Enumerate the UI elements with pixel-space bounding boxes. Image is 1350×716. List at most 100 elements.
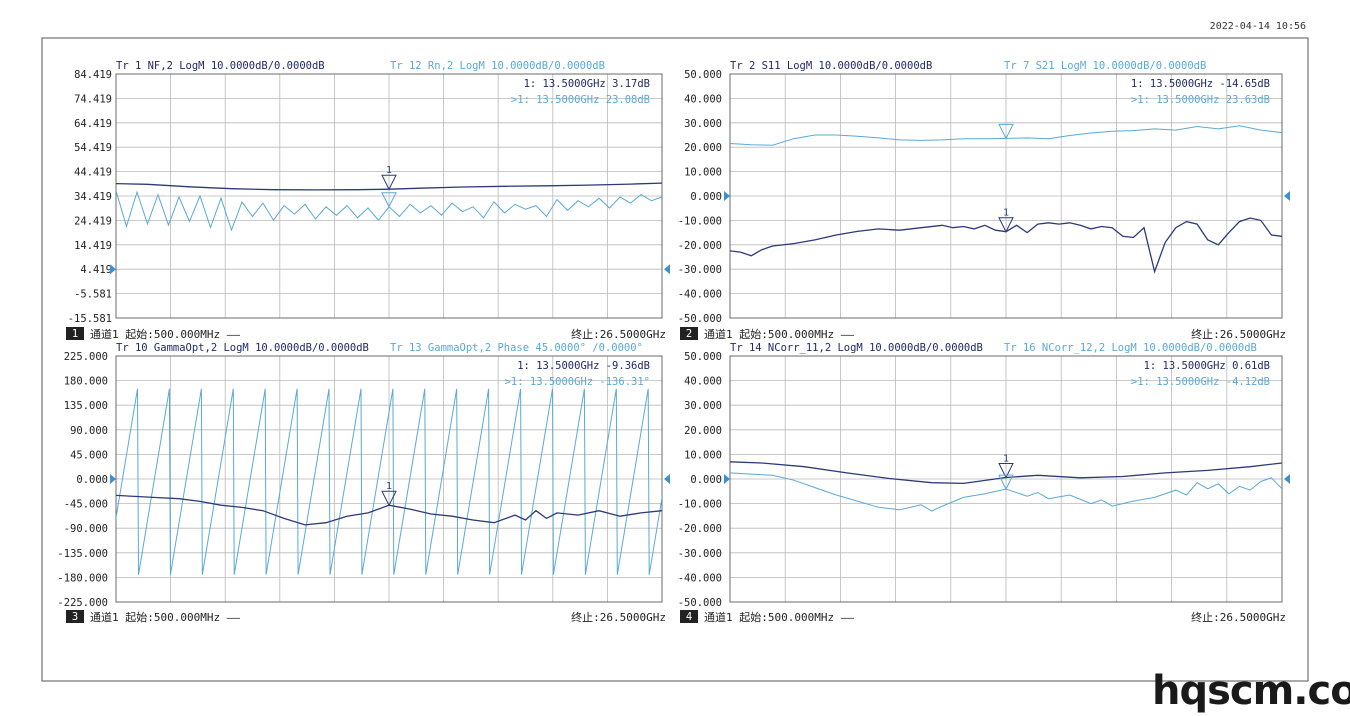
y-tick-label: -30.000 (678, 548, 722, 560)
y-tick-label: 50.000 (684, 351, 722, 363)
ref-level-right-marker (664, 474, 670, 484)
trace-title: Tr 10 GammaOpt,2 LogM 10.0000dB/0.0000dB (116, 342, 369, 354)
marker-1-triangle (381, 490, 397, 507)
ref-level-left-marker (110, 474, 116, 484)
y-tick-label: -45.000 (64, 499, 108, 511)
chart-panel-4: 50.000 40.000 30.000 20.000 10.000 0.000 -10.0… (678, 342, 1290, 624)
y-tick-label: 45.000 (70, 449, 108, 461)
y-tick-label: 135.000 (64, 400, 108, 412)
y-tick-label: 40.000 (684, 376, 722, 388)
trace-title-2: Tr 16 NCorr_12,2 LogM 10.0000dB/0.0000dB (1004, 342, 1257, 354)
marker-readout-2: >1: 13.5000GHz 23.08dB (511, 94, 650, 106)
marker-1-triangle (381, 174, 397, 191)
ref-level-right-marker (1284, 474, 1290, 484)
y-tick-label: 50.000 (684, 69, 722, 81)
y-tick-label: 30.000 (684, 118, 722, 130)
trace-title: Tr 2 S11 LogM 10.0000dB/0.0000dB (730, 60, 932, 72)
y-tick-label: -5.581 (74, 289, 112, 301)
channel-number: 1 (72, 328, 78, 340)
ref-level-left-marker (724, 474, 730, 484)
chart-panel-3: 225.000 180.000 135.000 90.000 45.000 0.000 -4… (57, 342, 670, 624)
channel-number-box (680, 327, 698, 340)
y-tick-label: -40.000 (678, 289, 722, 301)
channel-stop-label: 终止:26.5000GHz (571, 327, 666, 341)
y-tick-label: 24.419 (74, 215, 112, 227)
marker-readout-1: 1: 13.5000GHz -9.36dB (517, 360, 650, 372)
channel-start-label: 通道1 起始:500.000MHz —— (704, 327, 854, 341)
chart-panel-2: 50.000 40.000 30.000 20.000 10.000 0.000 -10.0… (678, 60, 1290, 341)
y-tick-label: -225.000 (57, 597, 108, 609)
y-tick-label: -50.000 (678, 597, 722, 609)
channel-stop-label: 终止:26.5000GHz (571, 610, 666, 624)
y-tick-label: 0.000 (690, 474, 722, 486)
channel-number-box (680, 610, 698, 623)
trace-2 (730, 472, 1282, 512)
y-tick-label: -20.000 (678, 240, 722, 252)
timestamp: 2022-04-14 10:56 (1209, 21, 1306, 32)
trace-title-2: Tr 13 GammaOpt,2 Phase 45.0000° /0.0000° (390, 342, 643, 354)
y-tick-label: -10.000 (678, 215, 722, 227)
trace-2 (730, 217, 1282, 274)
y-tick-label: 4.419 (80, 264, 112, 276)
channel-start-label: 通道1 起始:500.000MHz —— (90, 327, 240, 341)
marker-readout-2: >1: 13.5000GHz -4.12dB (1131, 376, 1270, 388)
y-tick-label: -135.000 (57, 548, 108, 560)
y-tick-label: -20.000 (678, 523, 722, 535)
grid (729, 355, 1283, 603)
marker-number: 1 (386, 165, 392, 176)
y-tick-label: 10.000 (684, 449, 722, 461)
channel-start-label: 通道1 起始:500.000MHz —— (704, 610, 854, 624)
channel-number-box (66, 327, 84, 340)
y-tick-label: 20.000 (684, 142, 722, 154)
y-tick-label: 74.419 (74, 93, 112, 105)
y-tick-label: -180.000 (57, 572, 108, 584)
y-tick-label: 54.419 (74, 142, 112, 154)
y-tick-label: 30.000 (684, 400, 722, 412)
trace-title: Tr 1 NF,2 LogM 10.0000dB/0.0000dB (116, 60, 325, 72)
y-tick-label: 14.419 (74, 240, 112, 252)
marker-number: 1 (1003, 454, 1009, 465)
marker-readout-1: 1: 13.5000GHz -14.65dB (1131, 78, 1270, 90)
channel-stop-label: 终止:26.5000GHz (1191, 610, 1286, 624)
trace-title: Tr 14 NCorr_11,2 LogM 10.0000dB/0.0000dB (730, 342, 983, 354)
ref-level-left-marker (110, 264, 116, 275)
grid (729, 73, 1283, 319)
channel-number: 4 (686, 611, 692, 623)
grid (115, 73, 663, 319)
trace-title-2: Tr 7 S21 LogM 10.0000dB/0.0000dB (1004, 60, 1206, 72)
channel-stop-label: 终止:26.5000GHz (1191, 327, 1286, 341)
y-tick-label: -50.000 (678, 313, 722, 325)
watermark: hqscm.com (1152, 668, 1350, 714)
trace-title-2: Tr 12 Rn,2 LogM 10.0000dB/0.0000dB (390, 60, 605, 72)
marker-1-triangle (381, 192, 397, 208)
phase-sawtooth-trace (116, 388, 662, 575)
chart-panel-1: 84.419 74.419 64.419 54.419 44.419 34.419 24.4… (66, 60, 670, 341)
y-tick-label: 225.000 (64, 351, 108, 363)
marker-number: 1 (386, 481, 392, 492)
grid (115, 355, 663, 603)
y-tick-label: -30.000 (678, 264, 722, 276)
channel-start-label: 通道1 起始:500.000MHz —— (90, 610, 240, 624)
plot-frame (115, 73, 663, 319)
channel-number: 2 (686, 328, 692, 340)
y-tick-label: 10.000 (684, 167, 722, 179)
marker-number: 1 (1003, 208, 1009, 219)
y-tick-label: 180.000 (64, 376, 108, 388)
marker-1-triangle (998, 217, 1014, 233)
y-tick-label: 64.419 (74, 118, 112, 130)
trace-1 (116, 494, 662, 526)
marker-readout-1: 1: 13.5000GHz 3.17dB (524, 78, 650, 90)
marker-readout-2: >1: 13.5000GHz 23.63dB (1131, 94, 1270, 106)
y-tick-label: -15.581 (68, 313, 112, 325)
outer-frame (41, 37, 1309, 682)
marker-1-triangle (998, 123, 1014, 140)
ref-level-left-marker (724, 191, 730, 201)
y-tick-label: -10.000 (678, 499, 722, 511)
y-tick-label: 44.419 (74, 167, 112, 179)
channel-number: 3 (72, 611, 78, 623)
ref-level-right-marker (664, 264, 670, 275)
y-tick-label: 20.000 (684, 425, 722, 437)
y-tick-label: 0.000 (76, 474, 108, 486)
y-tick-label: 90.000 (70, 425, 108, 437)
